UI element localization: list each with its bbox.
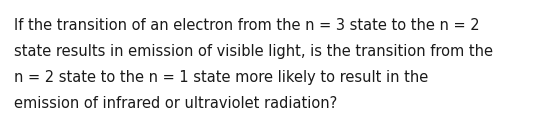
Text: If the transition of an electron from the n = 3 state to the n = 2: If the transition of an electron from th… [14,18,480,33]
Text: state results in emission of visible light, is the transition from the: state results in emission of visible lig… [14,44,493,59]
Text: n = 2 state to the n = 1 state more likely to result in the: n = 2 state to the n = 1 state more like… [14,70,428,85]
Text: emission of infrared or ultraviolet radiation?: emission of infrared or ultraviolet radi… [14,96,337,111]
